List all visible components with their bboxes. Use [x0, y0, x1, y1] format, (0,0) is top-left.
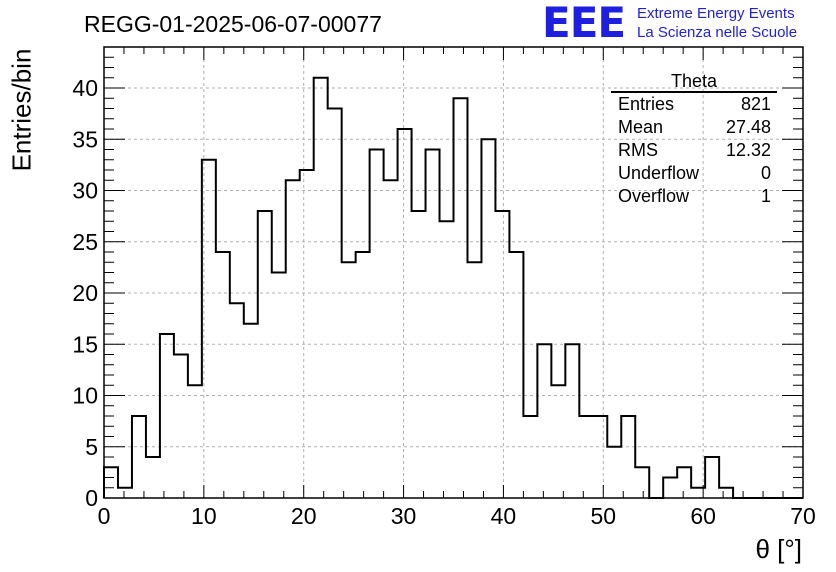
x-tick-label: 60	[690, 503, 716, 529]
y-tick-label: 0	[85, 485, 98, 511]
stats-label: RMS	[618, 140, 658, 160]
logo-caption-line2: La Scienza nelle Scuole	[637, 24, 798, 41]
stats-row: Overflow 1	[611, 185, 777, 208]
stats-title: Theta	[611, 72, 777, 93]
y-tick-label: 25	[72, 229, 98, 255]
x-tick-label: 70	[790, 503, 816, 529]
histogram-series	[103, 76, 803, 499]
y-tick-label: 40	[72, 75, 98, 101]
x-tick-label: 30	[391, 503, 417, 529]
y-axis-label: Entries/bin	[6, 48, 37, 172]
x-tick-label: 0	[98, 503, 111, 529]
logo-caption-line1: Extreme Energy Events	[637, 5, 795, 22]
eee-logo: EEE	[542, 0, 626, 47]
y-tick-label: 30	[72, 178, 98, 204]
x-tick-label: 10	[191, 503, 217, 529]
stats-label: Overflow	[618, 186, 690, 206]
stats-row: Underflow 0	[611, 162, 777, 185]
chart-title: REGG-01-2025-06-07-00077	[84, 11, 382, 37]
stats-value: 1	[760, 186, 771, 206]
stats-row: Mean 27.48	[611, 116, 777, 139]
y-tick-label: 10	[72, 383, 98, 409]
stats-value: 0	[760, 163, 771, 183]
y-tick-label: 5	[85, 434, 98, 460]
stats-value: 27.48	[725, 117, 771, 137]
x-axis-label: θ [°]	[755, 534, 802, 564]
x-tick-label: 50	[590, 503, 616, 529]
y-tick-label: 20	[72, 280, 98, 306]
x-tick-label: 20	[291, 503, 317, 529]
stats-box: Theta Entries 821 Mean 27.48 RMS 12.32 Unde…	[611, 72, 777, 208]
stats-label: Underflow	[618, 163, 700, 183]
stats-row: Entries 821	[611, 93, 777, 116]
stats-value: 821	[740, 94, 771, 114]
stats-label: Mean	[618, 117, 664, 137]
plot-frame	[103, 46, 804, 499]
stats-label: Entries	[618, 94, 675, 114]
x-tick-label: 40	[491, 503, 517, 529]
y-tick-label: 15	[72, 331, 98, 357]
y-tick-label: 35	[72, 126, 98, 152]
logo-caption: Extreme Energy Events La Scienza nelle S…	[637, 4, 797, 42]
stats-value: 12.32	[725, 140, 771, 160]
stats-row: RMS 12.32	[611, 139, 777, 162]
